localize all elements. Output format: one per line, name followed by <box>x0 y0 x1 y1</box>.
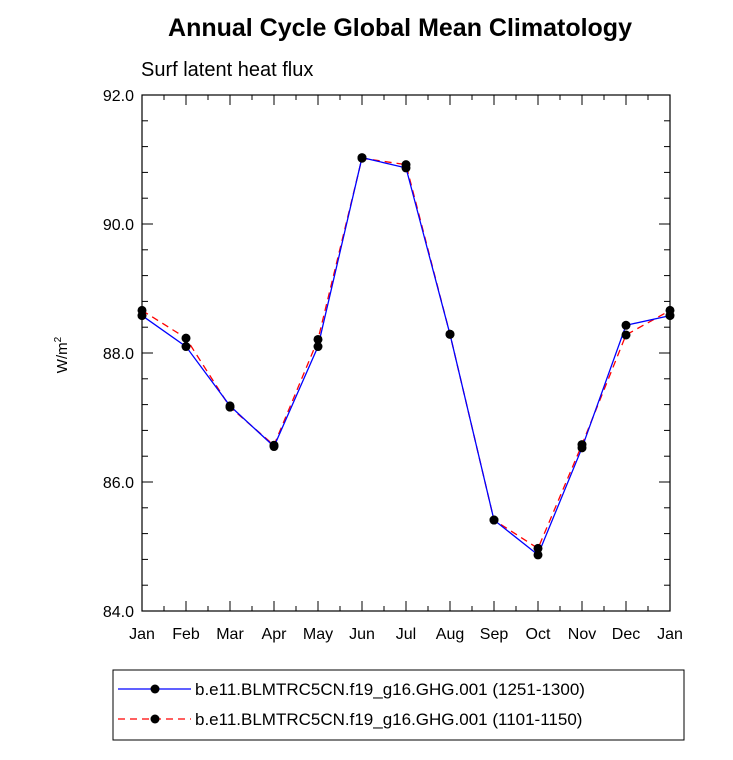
data-point <box>181 342 191 352</box>
data-point <box>401 163 411 173</box>
x-tick-label: Mar <box>216 626 244 643</box>
y-tick-label: 88.0 <box>103 346 134 363</box>
legend-marker <box>150 684 160 694</box>
y-tick-label: 84.0 <box>103 604 134 621</box>
series-line <box>141 156 671 556</box>
x-tick-label: Jun <box>349 626 375 643</box>
legend-marker <box>150 714 160 724</box>
x-tick-label: Aug <box>436 626 464 643</box>
legend: b.e11.BLMTRC5CN.f19_g16.GHG.001 (1251-13… <box>118 680 585 729</box>
data-point <box>313 342 323 352</box>
legend-box <box>112 669 685 741</box>
axes-group: Jan Feb Mar Apr May Jun Jul Aug Sep Oct Nov Dec Jan 8… <box>103 88 683 643</box>
x-tick-label: May <box>303 626 333 643</box>
data-point <box>181 333 191 343</box>
legend-label: b.e11.BLMTRC5CN.f19_g16.GHG.001 (1251-13… <box>195 680 585 699</box>
data-point <box>313 334 323 344</box>
chart-subtitle: Surf latent heat flux <box>141 59 314 81</box>
x-tick-label: Feb <box>172 626 200 643</box>
series-line <box>141 157 671 550</box>
data-point <box>269 442 279 452</box>
x-tick-label: Dec <box>612 626 640 643</box>
x-tick-label: Jul <box>396 626 416 643</box>
plot-frame <box>141 94 671 612</box>
data-point <box>489 515 499 525</box>
data-point <box>357 153 367 163</box>
data-point <box>533 550 543 560</box>
x-tick-label: Jan <box>129 626 155 643</box>
chart-title: Annual Cycle Global Mean Climatology <box>168 14 632 42</box>
data-point <box>445 329 455 339</box>
data-point <box>621 330 631 340</box>
data-point <box>665 311 675 321</box>
y-tick-label: 86.0 <box>103 475 134 492</box>
y-axis-label: W/m2 <box>53 336 71 373</box>
data-point <box>621 320 631 330</box>
x-tick-label: Sep <box>480 626 509 643</box>
data-point <box>225 401 235 411</box>
data-point <box>137 311 147 321</box>
y-tick-label: 90.0 <box>103 217 134 234</box>
data-point <box>577 443 587 453</box>
x-tick-label: Apr <box>262 626 288 643</box>
x-tick-label: Oct <box>526 626 551 643</box>
x-tick-label: Jan <box>657 626 683 643</box>
y-tick-label: 92.0 <box>103 88 134 105</box>
data-point <box>533 543 543 553</box>
series-layer <box>137 153 675 560</box>
x-tick-label: Nov <box>568 626 596 643</box>
legend-label: b.e11.BLMTRC5CN.f19_g16.GHG.001 (1101-11… <box>195 710 582 729</box>
